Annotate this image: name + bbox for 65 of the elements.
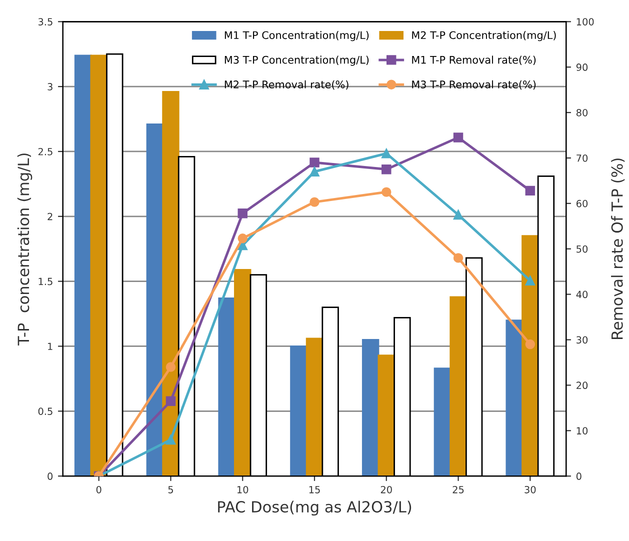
y-tick-label: 1: [48, 342, 52, 350]
bar: [506, 320, 523, 476]
y-tick-label: 1.5: [38, 278, 52, 286]
y2-tick-label: 60: [576, 200, 588, 208]
y-tick-label: 3: [48, 83, 52, 90]
y2-tick-label: 30: [576, 336, 588, 344]
point: [453, 210, 464, 220]
legend-label: M3 T-P Removal rate(%): [412, 80, 536, 90]
x-tick-label: 30: [524, 486, 536, 494]
bar: [218, 298, 236, 476]
y-tick-label: 2: [48, 212, 52, 220]
point: [310, 166, 320, 176]
point: [525, 276, 536, 286]
point: [525, 339, 536, 350]
point: [453, 253, 464, 263]
x-tick-label: 10: [237, 486, 248, 494]
x-tick-label: 25: [452, 486, 464, 494]
y-tick-label: 3.5: [38, 18, 52, 26]
legend-label: M1 T-P Removal rate(%): [412, 56, 536, 65]
legend-label: M3 T-P Concentration(mg/L): [224, 56, 369, 66]
y-tick-label: 0: [48, 472, 53, 480]
point: [238, 208, 248, 218]
bar: [234, 268, 252, 476]
y2-tick-label: 70: [576, 154, 588, 162]
y2-tick-label: 20: [576, 382, 588, 390]
point: [382, 148, 392, 158]
x-tick-label: 5: [168, 486, 173, 494]
x-axis-title: PAC Dose(mg as Al2O3/L): [218, 500, 412, 516]
bar: [162, 91, 180, 476]
y-tick-label: 0.5: [38, 408, 52, 415]
bar: [90, 54, 108, 476]
y2-tick-label: 50: [576, 245, 588, 253]
legend-label: M1 T-P Concentration(mg/L): [224, 31, 369, 42]
point: [166, 362, 176, 372]
legend-label: M2 T-P Concentration(mg/L): [412, 31, 556, 42]
point: [166, 396, 176, 406]
x-tick-label: 20: [380, 486, 392, 494]
point: [310, 197, 320, 207]
point: [453, 132, 464, 142]
point: [382, 164, 392, 174]
bar: [306, 338, 324, 476]
y-tick-label: 2.5: [38, 148, 52, 156]
y2-tick-label: 90: [576, 64, 588, 71]
bar: [434, 368, 452, 476]
point: [382, 187, 392, 197]
y2-axis-title: Removal rate Of T-P (%): [611, 158, 625, 339]
bar: [362, 339, 380, 476]
y2-tick-label: 0: [576, 472, 582, 480]
y2-tick-label: 100: [576, 18, 594, 26]
bar: [378, 354, 395, 476]
y2-tick-label: 80: [576, 109, 588, 116]
x-tick-label: 0: [96, 486, 102, 494]
bar: [74, 54, 92, 476]
y2-tick-label: 10: [576, 427, 588, 434]
bar: [290, 346, 308, 476]
bar: [450, 296, 467, 476]
bar: [522, 235, 539, 476]
point: [238, 234, 248, 244]
point: [310, 158, 320, 168]
legend-label: M2 T-P Removal rate(%): [224, 80, 348, 90]
y2-tick-label: 40: [576, 290, 588, 298]
y-axis-title: T-P concentration (mg/L): [17, 154, 32, 346]
point: [166, 434, 176, 445]
point: [525, 186, 536, 196]
x-tick-label: 15: [309, 486, 320, 494]
